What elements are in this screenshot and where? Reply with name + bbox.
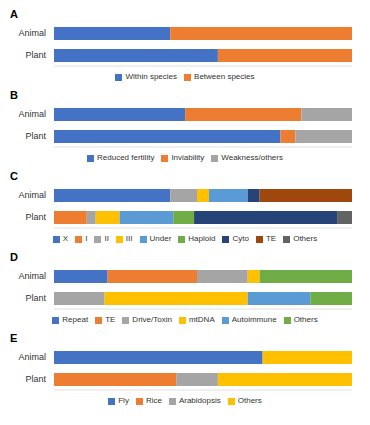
svg-text:Animal: Animal bbox=[18, 271, 46, 281]
html-text:Others: Others bbox=[293, 234, 318, 243]
html-text:Reduced fertility: Reduced fertility bbox=[97, 153, 155, 162]
html-text:B: B bbox=[10, 89, 18, 101]
html-text:E: E bbox=[10, 332, 18, 344]
html-text:Rice: Rice bbox=[145, 396, 162, 405]
svg-text:Animal: Animal bbox=[18, 352, 46, 362]
svg-text:Animal: Animal bbox=[18, 190, 46, 200]
svg-text:Plant: Plant bbox=[25, 212, 46, 222]
html-text:Others: Others bbox=[293, 315, 318, 324]
html-text:Others: Others bbox=[237, 396, 262, 405]
html-text:Under: Under bbox=[149, 234, 172, 243]
html-text:C: C bbox=[10, 170, 18, 182]
html-text:Inviability: Inviability bbox=[171, 153, 205, 162]
svg-text:Animal: Animal bbox=[18, 109, 46, 119]
html-text:II: II bbox=[104, 234, 109, 243]
html-text:Weakness/others: Weakness/others bbox=[221, 153, 283, 162]
html-text:I: I bbox=[85, 234, 88, 243]
html-text:Haploid: Haploid bbox=[188, 234, 216, 243]
html-text:Repeat: Repeat bbox=[62, 315, 89, 324]
html-text:Cyto: Cyto bbox=[232, 234, 249, 243]
html-text:Autoimmune: Autoimmune bbox=[231, 315, 277, 324]
html-text:D: D bbox=[10, 251, 18, 263]
html-text:mtDNA: mtDNA bbox=[188, 315, 215, 324]
html-text:X: X bbox=[62, 234, 69, 243]
html-text:Fly: Fly bbox=[118, 396, 129, 405]
svg-text:Animal: Animal bbox=[18, 28, 46, 38]
html-text:III: III bbox=[125, 234, 133, 243]
html-text:Drive/Toxin: Drive/Toxin bbox=[132, 315, 172, 324]
html-text:A: A bbox=[10, 8, 18, 20]
svg-text:Plant: Plant bbox=[25, 50, 46, 60]
html-text:Arabidopsis: Arabidopsis bbox=[178, 396, 221, 405]
html-text:TE: TE bbox=[105, 315, 116, 324]
svg-text:Plant: Plant bbox=[25, 293, 46, 303]
svg-text:Plant: Plant bbox=[25, 131, 46, 141]
html-text:Between species: Between species bbox=[194, 72, 255, 81]
html-text:TE: TE bbox=[265, 234, 277, 243]
html-text:Within species: Within species bbox=[125, 72, 177, 81]
svg-text:Plant: Plant bbox=[25, 374, 46, 384]
